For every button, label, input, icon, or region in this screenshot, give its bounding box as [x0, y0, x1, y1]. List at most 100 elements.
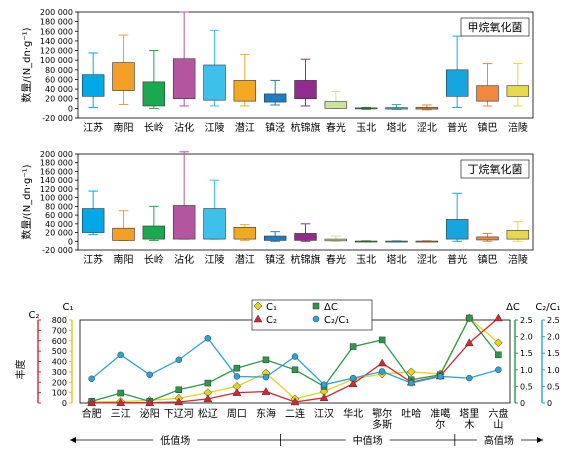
point-C₂	[319, 393, 329, 402]
box-镇泾	[263, 235, 287, 241]
plot-frame	[79, 319, 511, 404]
x-category-label: 普光	[447, 253, 467, 266]
point-C₂/C₁	[262, 373, 270, 381]
x-category-label: 江苏	[83, 253, 103, 266]
x-category-label: 周口	[227, 408, 247, 420]
x-category-label: 六盘山	[488, 407, 508, 431]
box-塔北	[385, 107, 408, 110]
point-C₂	[493, 313, 503, 322]
group-arrow-right	[537, 437, 543, 443]
box-江苏	[81, 208, 105, 233]
x-category-label: 玉北	[356, 254, 376, 266]
y-tick-label: 100 000	[40, 194, 73, 203]
x-category-label: 春光	[326, 121, 346, 134]
point-ΔC	[495, 351, 502, 359]
group-label: 高值场	[484, 434, 514, 447]
x-category-label: 镇泾	[265, 253, 285, 266]
point-C₁	[494, 338, 503, 348]
y-tick-label: 180 000	[40, 159, 73, 168]
x-category-label: 长岭	[144, 253, 164, 266]
legend-label: C₂	[266, 315, 277, 326]
series-line-C₁	[91, 316, 499, 403]
x-category-label: 塔北	[387, 253, 407, 266]
legend-label: C₂/C₁	[324, 315, 349, 326]
ratio-tick-label: 0	[547, 399, 552, 408]
group-label: 低值场	[160, 434, 190, 447]
y-tick-label: 180 000	[40, 18, 73, 27]
point-C₂	[116, 398, 126, 406]
point-C₂	[377, 358, 387, 367]
y-tick-label: 140 000	[40, 37, 73, 46]
x-category-label: 涪陵	[508, 253, 528, 266]
x-category-label: 松辽	[198, 407, 218, 420]
box-涪陵	[506, 230, 530, 240]
x-category-label: 华北	[343, 407, 363, 420]
box-潜江	[233, 80, 257, 102]
y-tick-label: 100 000	[40, 56, 73, 65]
point-C₂/C₁	[378, 368, 386, 375]
ratio-tick-label: 2.0	[547, 333, 560, 342]
legend-label: C₁	[266, 302, 277, 313]
group-label-bg	[345, 433, 390, 447]
legend-box	[460, 159, 530, 179]
x-category-label: 镇泾	[265, 121, 285, 134]
dc-tick-label: 0	[520, 399, 525, 408]
y-tick-label: 120 000	[40, 185, 73, 194]
point-C₂	[232, 388, 242, 396]
x-category-label: 镇巴	[478, 121, 498, 134]
legend-marker	[312, 315, 320, 323]
plot-frame	[77, 11, 534, 119]
x-category-label: 春光	[326, 253, 346, 266]
point-C₂	[145, 398, 155, 406]
group-arrow-left	[70, 437, 76, 443]
x-category-label: 合肥	[82, 407, 102, 420]
box-江苏	[81, 74, 105, 97]
c1-tick-label: 800	[52, 316, 67, 325]
legend-marker	[253, 301, 263, 311]
series-line-C₂	[91, 317, 499, 404]
x-category-label: 塔里木	[459, 407, 479, 431]
x-category-label: 沾化	[174, 121, 194, 134]
c1-tick-label: 0	[62, 399, 67, 408]
x-category-label: 吐哈	[401, 407, 421, 420]
box-潜江	[233, 227, 257, 240]
y-tick-label: 140 000	[40, 176, 73, 185]
y-tick-label: 200 000	[40, 8, 73, 17]
point-C₂/C₁	[146, 371, 153, 379]
point-ΔC	[204, 379, 212, 387]
y-tick-label: 0	[68, 237, 73, 246]
x-category-label: 三江	[111, 408, 131, 420]
point-ΔC	[291, 366, 299, 374]
point-C₂/C₁	[495, 366, 502, 374]
ratio-tick-label: 2.5	[547, 316, 560, 325]
box-春光	[324, 101, 348, 109]
point-C₂/C₁	[466, 374, 473, 382]
x-category-label: 玉北	[356, 122, 376, 134]
c1-tick-label: 500	[52, 347, 67, 356]
c1-tick-label: 200	[52, 378, 67, 387]
x-category-label: 江陵	[205, 254, 225, 266]
point-C₂	[203, 394, 213, 403]
x-category-label: 普光	[447, 121, 467, 134]
group-label: 中值场	[353, 434, 383, 447]
legend-marker	[253, 314, 263, 323]
point-ΔC	[175, 386, 183, 393]
abundance-axis-title: 丰度	[14, 360, 27, 380]
x-category-label: 南阳	[114, 121, 134, 134]
y-tick-label: 120 000	[40, 47, 73, 56]
point-C₂/C₁	[204, 335, 212, 342]
box-春光	[324, 238, 348, 242]
point-ΔC	[466, 314, 473, 322]
x-category-label: 二连	[285, 407, 305, 420]
box-南阳	[112, 62, 135, 91]
c1-tick-label: 600	[52, 337, 67, 346]
point-C₂	[348, 379, 358, 388]
ratio-tick-label: 1.0	[547, 366, 560, 375]
c1-tick-label: 700	[52, 326, 67, 335]
c1-tick-label: 100	[52, 389, 67, 398]
box-南阳	[112, 227, 135, 241]
y-tick-label: 60 000	[45, 211, 73, 220]
point-C₂/C₁	[117, 351, 124, 359]
